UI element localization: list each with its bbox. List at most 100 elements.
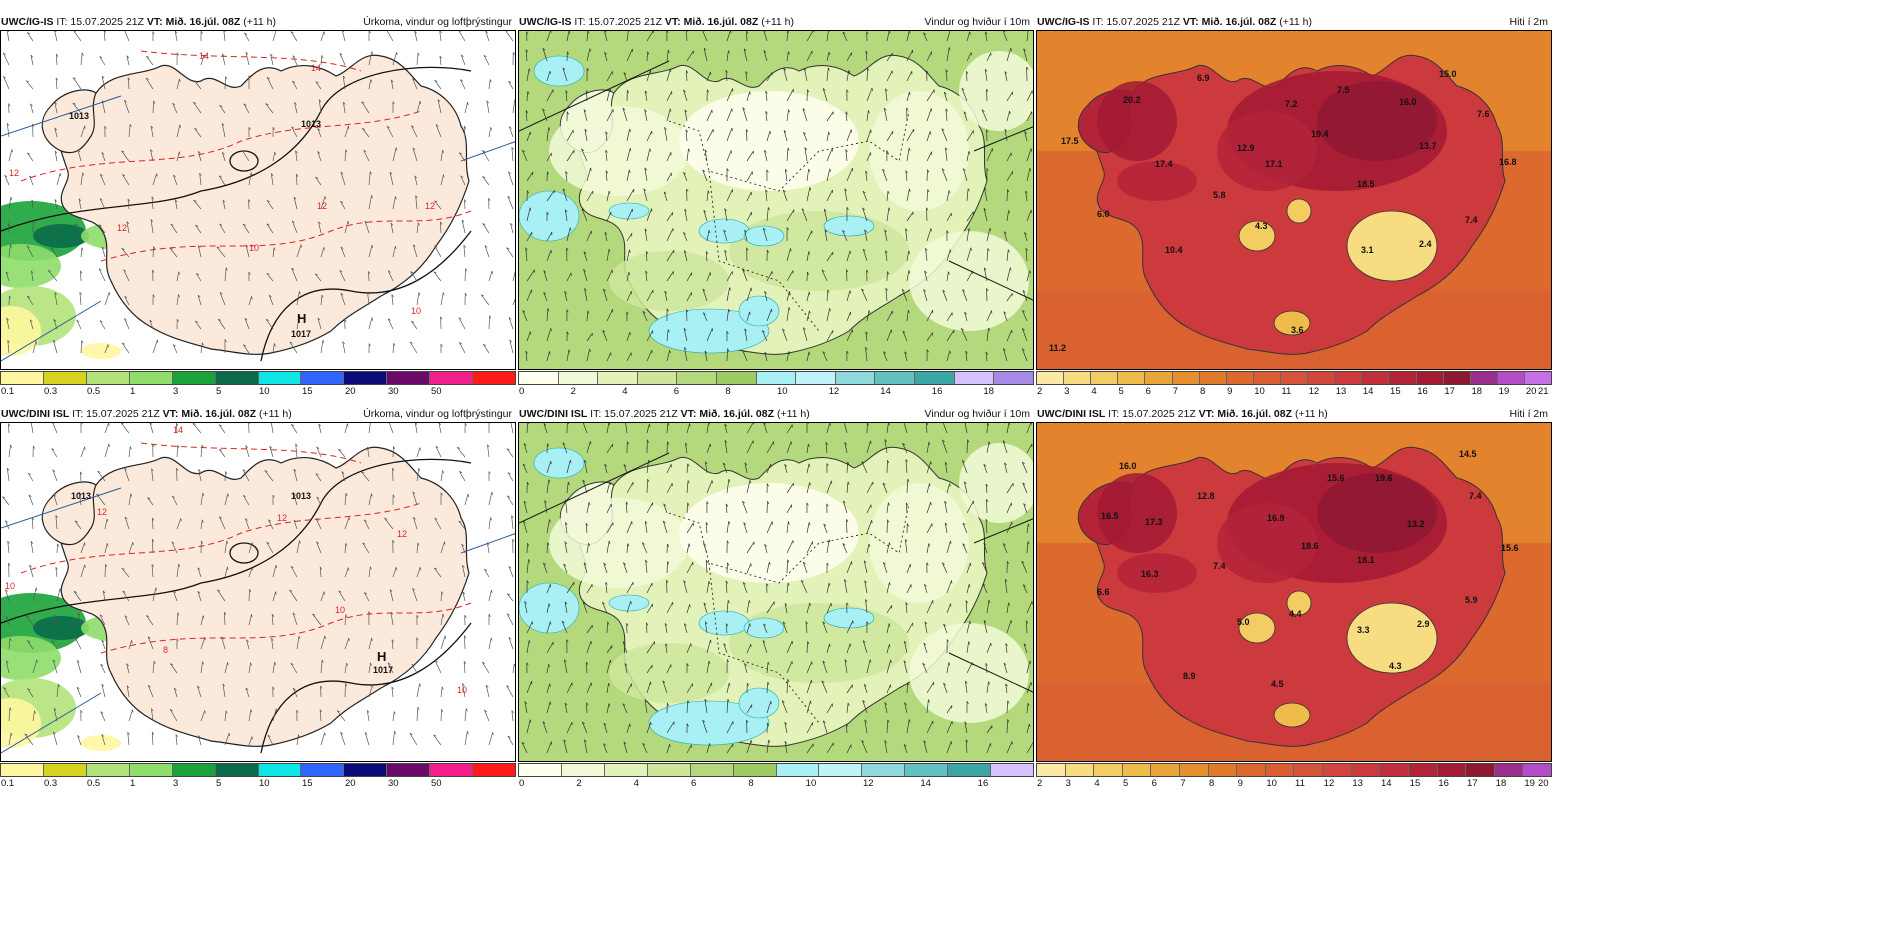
wind-arrow <box>362 542 370 554</box>
wind-arrow <box>706 230 710 242</box>
wind-arrow-head <box>466 731 469 735</box>
wind-arrow-head <box>100 173 103 177</box>
wind-arrow <box>128 493 132 506</box>
wind-arrow-head <box>808 522 811 526</box>
wind-arrow <box>315 176 322 186</box>
map-value-label: 1013 <box>71 491 91 501</box>
wind-arrow-head <box>809 482 811 486</box>
wind-arrow <box>26 245 34 258</box>
wind-arrow <box>885 250 888 262</box>
wind-arrow-head <box>704 699 708 702</box>
wind-arrow <box>623 741 628 754</box>
wind-arrow <box>886 502 889 514</box>
wind-arrow <box>666 601 674 614</box>
wind-arrow <box>484 709 490 722</box>
wind-arrow-head <box>47 269 52 272</box>
wind-arrow <box>458 520 466 530</box>
colorbar-swatch <box>1294 764 1324 776</box>
wind-arrow <box>641 542 648 554</box>
map-view[interactable] <box>518 422 1034 762</box>
wind-arrow-head <box>77 149 81 153</box>
wind-arrow-head <box>564 601 568 605</box>
wind-arrow <box>726 108 733 122</box>
map-view[interactable]: 14.5 16.0 15.6 19.6 7.4 12.8 16.5 16.9 17.3 13.2 1… <box>1036 422 1552 762</box>
lead-time: (+11 h) <box>776 408 810 420</box>
wind-arrow <box>666 50 669 62</box>
wind-arrow <box>74 223 82 234</box>
wind-arrow <box>786 679 789 694</box>
wind-arrow <box>411 664 418 674</box>
wind-arrow <box>219 223 226 234</box>
wind-arrow-head <box>271 613 275 617</box>
glacier-cold-area <box>1238 220 1276 252</box>
valid-label: VT: <box>162 408 179 420</box>
wind-arrow <box>176 151 180 162</box>
colorbar-tick-label: 18 <box>1495 778 1507 789</box>
wind-arrow <box>1004 129 1008 142</box>
wind-arrow <box>986 310 992 322</box>
wind-arrow <box>866 129 872 142</box>
wind-arrow-head <box>463 244 466 248</box>
wind-arrow-head <box>807 89 810 93</box>
graticule <box>948 652 1033 693</box>
wind-arrow <box>946 212 952 222</box>
wind-arrow <box>906 128 915 142</box>
wind-arrow <box>172 495 178 506</box>
wind-arrow <box>642 311 648 322</box>
wind-arrow <box>845 111 848 122</box>
wind-arrow-head <box>784 603 788 606</box>
wind-arrow-head <box>965 739 968 743</box>
wind-arrow <box>169 709 178 722</box>
wind-arrow <box>546 683 551 694</box>
wind-arrow <box>546 621 551 634</box>
model-name: UWC/IG-IS <box>1 16 54 28</box>
map-value-label: 3.6 <box>1291 325 1304 335</box>
map-view[interactable]: 6.9 20.2 7.5 15.0 7.2 16.0 7.6 17.5 19.4 12.9 13.7… <box>1036 30 1552 370</box>
wind-speed-area <box>959 51 1033 131</box>
wind-arrow-head <box>202 492 205 496</box>
wind-arrow <box>488 589 492 602</box>
wind-arrow <box>507 472 514 482</box>
wind-arrow-head <box>324 635 326 639</box>
wind-arrow <box>726 521 730 534</box>
wind-speed-area <box>609 251 729 311</box>
map-view[interactable]: 1013 1013 14 14 12 12 12 12 10 10 H 1017 <box>0 30 516 370</box>
map-view[interactable]: 1013 1013 14 12 12 12 10 10 10 8 H 1017 <box>0 422 516 762</box>
wind-arrow <box>626 332 631 342</box>
colorbar-swatch <box>1180 764 1209 776</box>
map-value-label: 4.3 <box>1255 221 1268 231</box>
wind-arrow-head <box>1003 662 1007 666</box>
wind-arrow-head <box>126 663 129 667</box>
wind-arrow <box>606 88 611 102</box>
wind-arrow-head <box>924 621 928 625</box>
wind-arrow <box>392 731 395 746</box>
wind-arrow <box>1026 601 1033 614</box>
colorbar-swatch <box>1091 372 1119 384</box>
wind-arrow-head <box>522 463 526 467</box>
wind-arrow <box>341 31 346 42</box>
map-view[interactable] <box>518 30 1034 370</box>
wind-arrow-head <box>746 682 749 686</box>
wind-arrow-head <box>25 615 29 618</box>
wind-arrow-head <box>588 542 590 546</box>
wind-arrow <box>605 170 608 182</box>
wind-arrow-head <box>465 708 468 712</box>
wind-arrow <box>926 207 928 222</box>
wind-arrow-head <box>491 491 494 495</box>
wind-arrow-head <box>368 343 371 347</box>
wind-arrow <box>104 564 106 578</box>
wind-arrow-head <box>295 150 298 154</box>
wind-arrow-head <box>490 637 493 641</box>
wind-arrow-head <box>316 541 320 544</box>
wind-arrow <box>842 543 848 554</box>
wind-arrow-head <box>9 637 12 641</box>
wind-arrow <box>147 497 154 506</box>
colorbar-swatch <box>991 764 1034 776</box>
wind-arrow <box>6 31 10 42</box>
wind-arrow-head <box>603 722 607 726</box>
wind-arrow-head <box>58 684 60 688</box>
wind-arrow <box>29 564 34 578</box>
wind-arrow <box>646 350 653 362</box>
wind-arrow <box>725 503 728 514</box>
wind-arrow <box>784 464 788 474</box>
